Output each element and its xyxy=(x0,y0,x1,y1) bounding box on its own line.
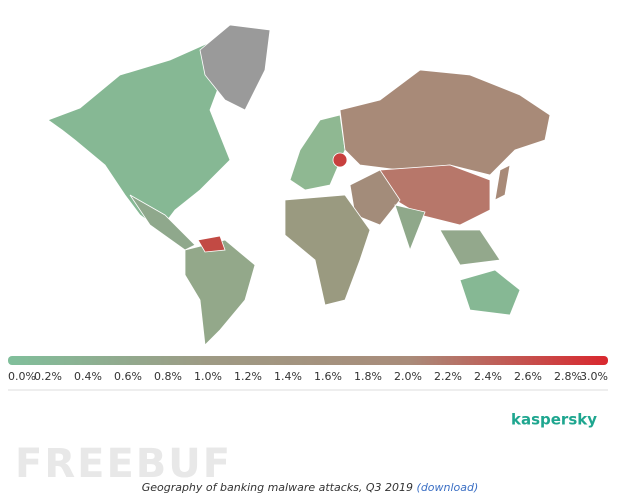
legend-tick-label: 2.2% xyxy=(434,370,462,383)
legend-tick-label: 2.6% xyxy=(514,370,542,383)
southeast-asia xyxy=(439,229,501,266)
venezuela xyxy=(197,235,226,253)
legend-tick-label: 1.8% xyxy=(354,370,382,383)
europe xyxy=(289,114,346,191)
india xyxy=(394,204,426,252)
world-map xyxy=(47,24,551,346)
brand-logo: kaspersky xyxy=(511,411,597,429)
legend-tick-label: 1.4% xyxy=(274,370,302,383)
central-america xyxy=(129,194,196,251)
legend-tick-label: 1.6% xyxy=(314,370,342,383)
legend-tick-label: 3.0% xyxy=(580,370,608,383)
legend-tick-label: 0.8% xyxy=(154,370,182,383)
china xyxy=(379,164,491,226)
south-america xyxy=(184,239,256,346)
caption-text: Geography of banking malware attacks, Q3… xyxy=(142,481,413,494)
download-link[interactable]: (download) xyxy=(417,481,479,494)
north-america xyxy=(47,39,231,231)
legend-tick-label: 0.2% xyxy=(34,370,62,383)
legend-bar xyxy=(8,356,608,365)
legend-tick-label: 2.8% xyxy=(554,370,582,383)
legend-tick-label: 1.0% xyxy=(194,370,222,383)
belarus xyxy=(332,152,348,168)
russia xyxy=(339,69,551,176)
legend-tick-label: 1.2% xyxy=(234,370,262,383)
africa xyxy=(284,194,371,306)
legend-tick-label: 0.0% xyxy=(8,370,36,383)
legend-tick-label: 2.4% xyxy=(474,370,502,383)
legend-tick-label: 0.6% xyxy=(114,370,142,383)
australia xyxy=(459,269,521,316)
watermark: FREEBUF xyxy=(15,441,232,487)
legend-tick-label: 2.0% xyxy=(394,370,422,383)
japan xyxy=(494,164,511,201)
legend-tick-label: 0.4% xyxy=(74,370,102,383)
greenland xyxy=(199,24,271,111)
legend-ticks: 0.0%0.2% 0.4% 0.6% 0.8% 1.0% 1.2% 1.4% 1.6% 1.8%… xyxy=(8,370,608,383)
caption: Geography of banking malware attacks, Q3… xyxy=(142,481,479,494)
